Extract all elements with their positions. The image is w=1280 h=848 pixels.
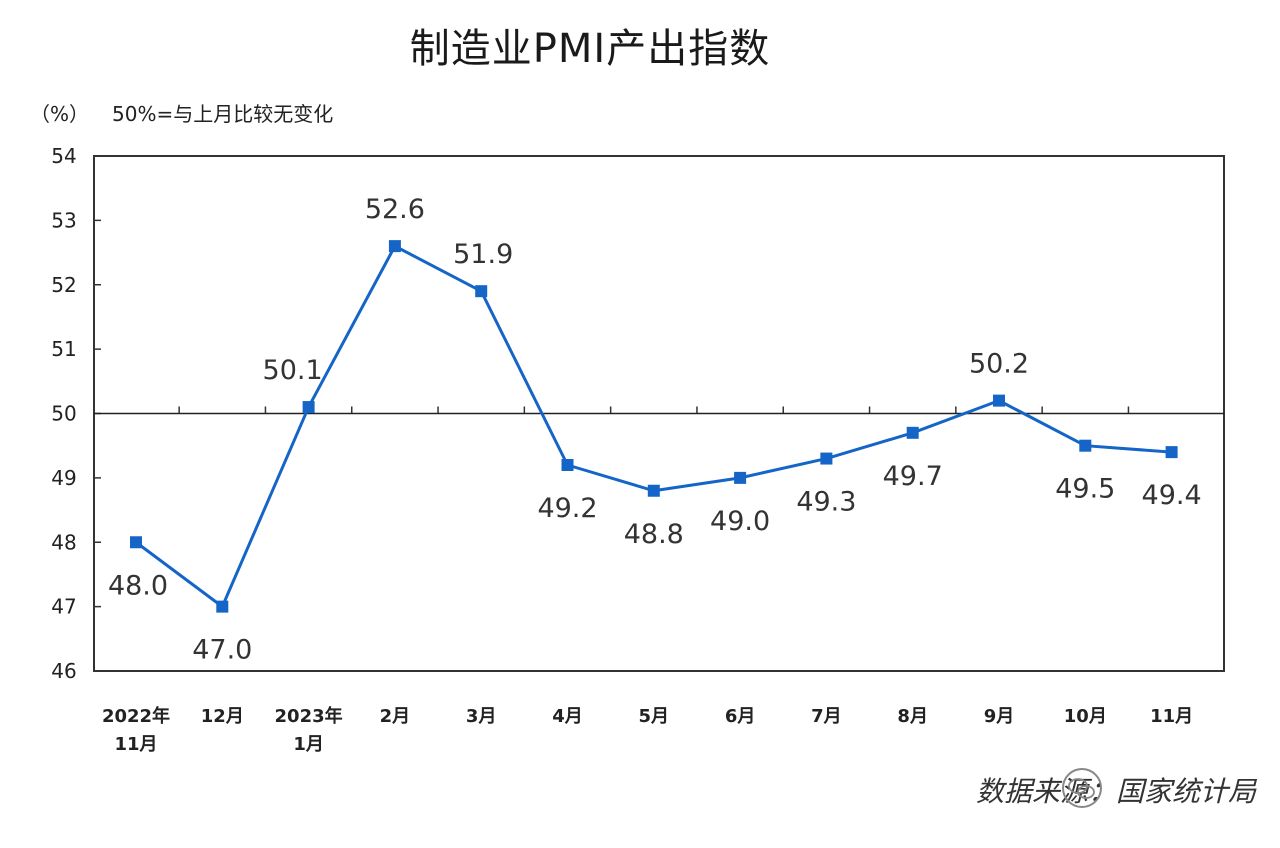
x-category-label: 11月 (1150, 706, 1193, 727)
data-label: 49.7 (883, 461, 943, 492)
data-point-marker (1079, 440, 1091, 452)
data-point-marker (389, 240, 401, 252)
x-category-label: 12月 (201, 706, 244, 727)
data-point-marker (648, 485, 660, 497)
data-point-marker (303, 401, 315, 413)
x-category-label: 5月 (639, 706, 670, 727)
x-category-label: 3月 (466, 706, 497, 727)
data-point-marker (734, 472, 746, 484)
y-tick-label: 54 (51, 144, 76, 168)
x-category-label: 2023年 (275, 705, 343, 727)
data-label: 52.6 (365, 194, 425, 225)
data-point-marker (475, 285, 487, 297)
data-label: 49.5 (1055, 474, 1115, 505)
x-category-label: 4月 (552, 706, 583, 727)
x-category-label: 2月 (380, 706, 411, 727)
x-category-label: 6月 (725, 706, 756, 727)
y-tick-label: 48 (51, 530, 76, 554)
y-tick-label: 47 (51, 595, 76, 619)
series-markers (130, 240, 1178, 613)
data-label: 49.2 (537, 493, 597, 524)
x-category-label: 2022年 (102, 705, 170, 727)
data-point-marker (1166, 446, 1178, 458)
series-line (136, 246, 1172, 607)
data-label: 50.2 (969, 349, 1029, 380)
x-category-label: 1月 (293, 734, 324, 755)
x-category-label: 10月 (1064, 706, 1107, 727)
data-label: 49.3 (796, 487, 856, 518)
data-label: 49.4 (1142, 480, 1202, 511)
data-point-marker (907, 427, 919, 439)
x-category-label: 7月 (811, 706, 842, 727)
data-source-note: 数据来源：国家统计局 (976, 770, 1256, 810)
data-label: 51.9 (453, 239, 513, 270)
data-label: 48.8 (624, 519, 684, 550)
x-category-label: 11月 (114, 734, 157, 755)
y-tick-label: 49 (51, 466, 76, 490)
x-category-label: 8月 (897, 706, 928, 727)
data-label: 47.0 (192, 635, 252, 666)
data-label: 48.0 (108, 570, 168, 601)
data-point-marker (993, 395, 1005, 407)
data-point-marker (562, 459, 574, 471)
data-label: 50.1 (263, 355, 323, 386)
y-tick-label: 46 (51, 659, 76, 683)
x-category-label: 9月 (984, 706, 1015, 727)
data-labels: 48.0 47.0 50.1 52.6 51.9 49.2 48.8 49.0 49.3 49.7… (108, 194, 1202, 666)
data-point-marker (820, 453, 832, 465)
wechat-icon (1060, 766, 1104, 810)
y-tick-label: 50 (51, 402, 76, 426)
data-point-marker (216, 601, 228, 613)
data-label: 49.0 (710, 506, 770, 537)
x-axis: 2022年 11月 12月 2023年 1月 2月 3月 4月 5月 6月 7月 8月 9月 10月 11月 (102, 407, 1193, 756)
y-tick-label: 51 (51, 337, 76, 361)
y-tick-label: 53 (51, 208, 76, 232)
data-point-marker (130, 536, 142, 548)
y-tick-label: 52 (51, 273, 76, 297)
